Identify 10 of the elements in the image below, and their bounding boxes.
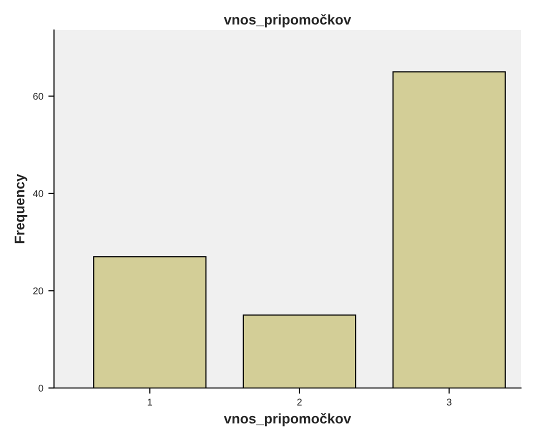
- x-tick-label: 1: [148, 398, 152, 406]
- y-tick-label: 0: [38, 384, 44, 392]
- y-tick-label: 60: [33, 92, 44, 100]
- y-tick-label: 40: [32, 190, 44, 198]
- x-tick-label: 3: [446, 398, 452, 406]
- x-tick-label: 2: [297, 398, 302, 406]
- y-axis-title: Frequency: [14, 174, 28, 244]
- y-tick-label: 20: [33, 287, 44, 294]
- x-axis-title: vnos_pripomočkov: [224, 413, 352, 426]
- chart-title: vnos_pripomočkov: [224, 14, 352, 28]
